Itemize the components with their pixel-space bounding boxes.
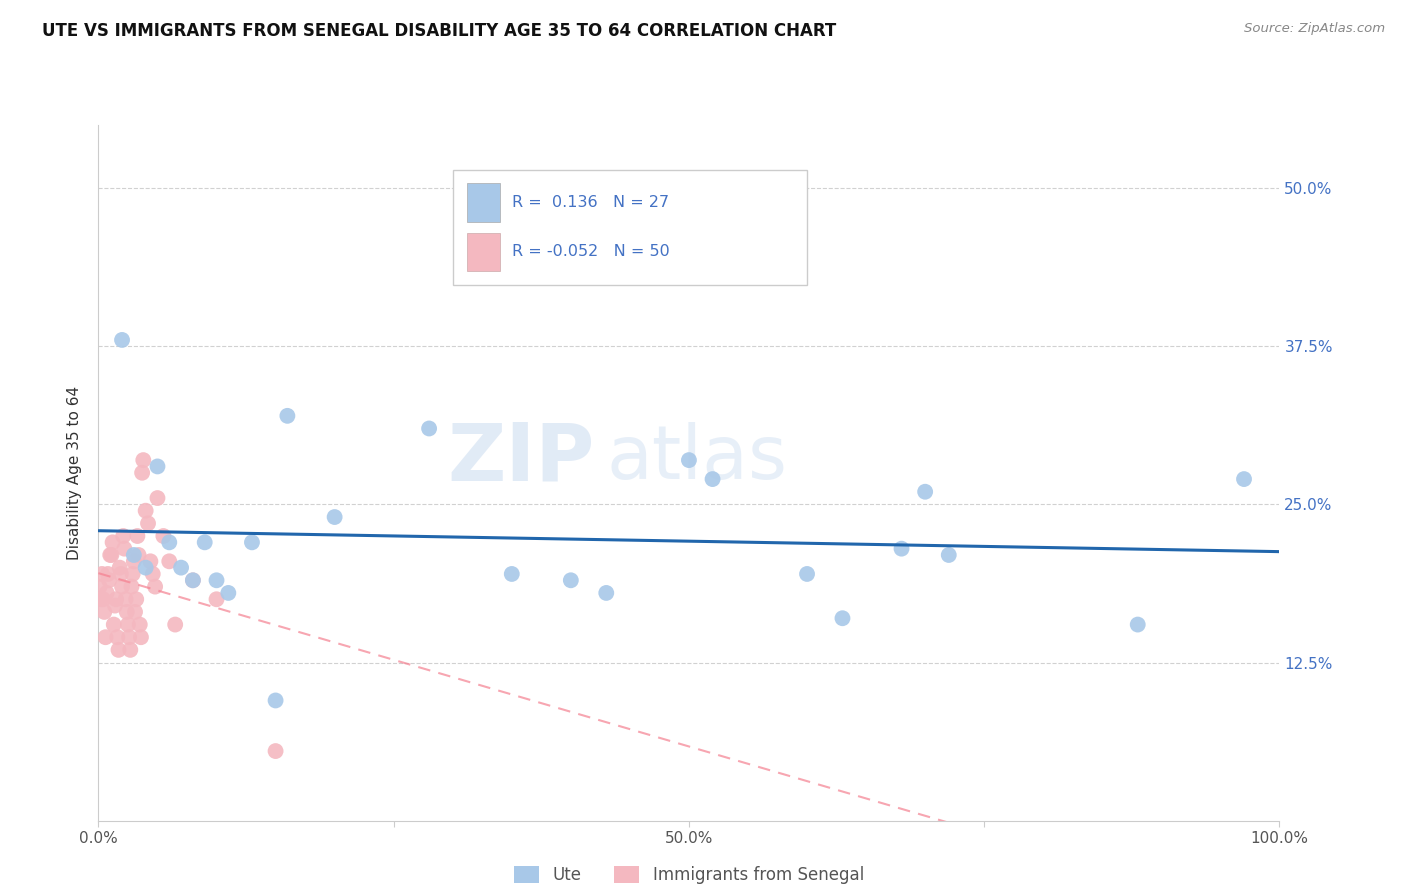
Point: [89, 580, 111, 594]
Point: [323, 510, 346, 524]
Bar: [467, 233, 501, 271]
Point: [205, 574, 228, 588]
FancyBboxPatch shape: [453, 170, 807, 285]
Point: [111, 333, 134, 347]
Point: [114, 592, 136, 607]
Text: UTE VS IMMIGRANTS FROM SENEGAL DISABILITY AGE 35 TO 64 CORRELATION CHART: UTE VS IMMIGRANTS FROM SENEGAL DISABILIT…: [42, 22, 837, 40]
Point: [112, 541, 135, 556]
Text: R = -0.052   N = 50: R = -0.052 N = 50: [512, 244, 669, 260]
Point: [110, 566, 132, 581]
Point: [98, 548, 121, 562]
Text: Source: ZipAtlas.com: Source: ZipAtlas.com: [1244, 22, 1385, 36]
Point: [100, 548, 122, 562]
Point: [94, 630, 117, 644]
Point: [107, 643, 129, 657]
Point: [111, 580, 134, 594]
Point: [143, 580, 166, 594]
Point: [678, 453, 700, 467]
Point: [205, 592, 228, 607]
Point: [501, 566, 523, 581]
Point: [108, 560, 131, 574]
Point: [122, 548, 145, 562]
Legend: Ute, Immigrants from Senegal: Ute, Immigrants from Senegal: [506, 857, 872, 892]
Point: [131, 466, 153, 480]
Point: [128, 548, 150, 562]
Point: [146, 491, 169, 505]
Point: [418, 421, 440, 435]
Point: [90, 592, 112, 607]
Point: [142, 566, 165, 581]
Y-axis label: Disability Age 35 to 64: Disability Age 35 to 64: [67, 385, 83, 560]
Point: [103, 617, 125, 632]
Point: [121, 580, 143, 594]
Point: [120, 643, 142, 657]
Point: [128, 617, 150, 632]
Point: [122, 554, 145, 568]
Point: [129, 630, 152, 644]
Point: [165, 617, 187, 632]
Point: [240, 535, 263, 549]
Point: [264, 744, 287, 758]
Point: [98, 574, 121, 588]
Point: [702, 472, 724, 486]
Point: [276, 409, 298, 423]
Point: [796, 566, 818, 581]
Point: [91, 566, 114, 581]
Point: [217, 586, 239, 600]
Point: [264, 693, 287, 707]
Point: [97, 566, 120, 581]
Point: [136, 516, 159, 531]
Point: [170, 560, 193, 574]
Point: [1233, 472, 1256, 486]
Point: [105, 630, 128, 644]
Point: [96, 586, 118, 600]
Point: [117, 617, 139, 632]
Bar: [467, 184, 501, 222]
Point: [135, 504, 157, 518]
Text: ZIP: ZIP: [447, 420, 595, 498]
Point: [127, 529, 149, 543]
Text: atlas: atlas: [606, 422, 787, 495]
Point: [115, 605, 138, 619]
Point: [890, 541, 912, 556]
Point: [101, 535, 124, 549]
Point: [831, 611, 853, 625]
Point: [181, 574, 204, 588]
Point: [595, 586, 617, 600]
Point: [105, 592, 128, 607]
Point: [194, 535, 217, 549]
Point: [560, 574, 582, 588]
Point: [146, 459, 169, 474]
Point: [157, 554, 180, 568]
Point: [91, 592, 114, 607]
Point: [139, 554, 162, 568]
Point: [125, 592, 148, 607]
Point: [124, 605, 146, 619]
Point: [112, 529, 135, 543]
Point: [132, 453, 155, 467]
Point: [104, 599, 127, 613]
Point: [93, 605, 115, 619]
Point: [914, 484, 936, 499]
Point: [157, 535, 180, 549]
Text: R =  0.136   N = 27: R = 0.136 N = 27: [512, 195, 669, 211]
Point: [152, 529, 174, 543]
Point: [938, 548, 960, 562]
Point: [135, 560, 157, 574]
Point: [1126, 617, 1149, 632]
Point: [118, 630, 141, 644]
Point: [181, 574, 204, 588]
Point: [121, 566, 143, 581]
